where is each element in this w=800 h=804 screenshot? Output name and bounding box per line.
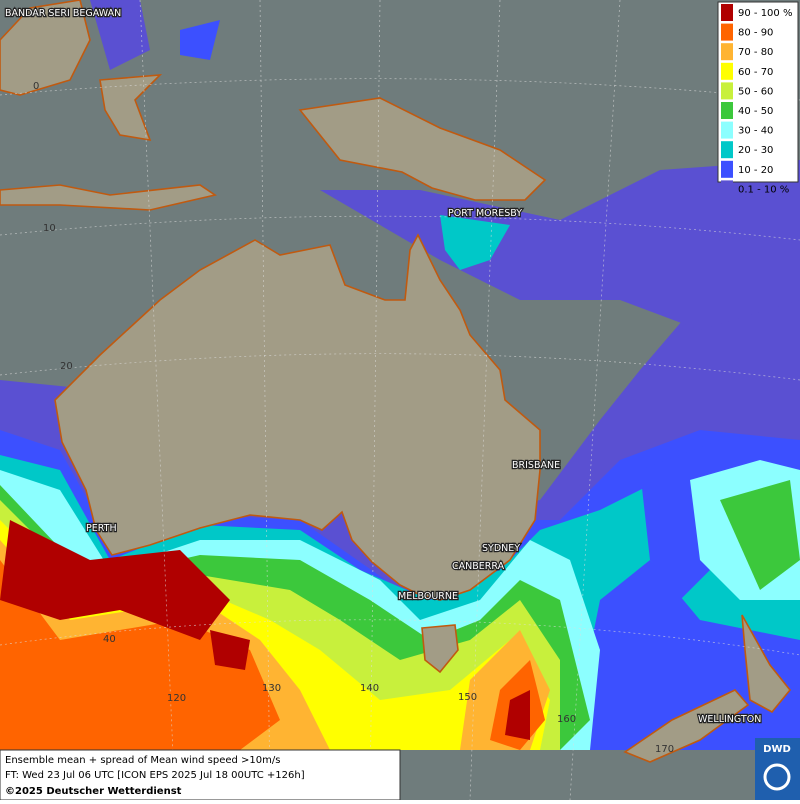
legend-swatch xyxy=(721,160,733,178)
legend-label: 90 - 100 % xyxy=(738,8,792,19)
legend-swatch xyxy=(721,82,733,100)
probability-area xyxy=(720,480,800,590)
grid-label: 170 xyxy=(655,744,674,755)
legend-swatch xyxy=(721,62,733,80)
probability-area xyxy=(90,0,150,70)
city-label: MELBOURNE xyxy=(398,591,458,602)
legend-swatch xyxy=(721,43,733,61)
legend-label: 40 - 50 xyxy=(738,106,773,117)
copyright: ©2025 Deutscher Wetterdienst xyxy=(5,786,182,797)
probability-area xyxy=(505,690,530,740)
legend-label: 70 - 80 xyxy=(738,47,773,58)
grid-label: 10 xyxy=(43,223,56,234)
legend-swatch xyxy=(721,23,733,41)
probability-area xyxy=(0,560,280,750)
city-label: WELLINGTON xyxy=(698,714,761,725)
logo: DWD xyxy=(755,738,800,800)
grid-label: 20 xyxy=(60,361,73,372)
caption-line: Ensemble mean + spread of Mean wind spee… xyxy=(5,755,280,766)
lesser-sunda xyxy=(0,184,217,211)
legend-label: 0.1 - 10 % xyxy=(738,184,789,195)
legend-swatch xyxy=(721,180,733,198)
probability-area xyxy=(180,20,220,60)
grid-label: 120 xyxy=(167,693,186,704)
grid-label: 150 xyxy=(458,692,477,703)
city-label: SYDNEY xyxy=(482,543,520,554)
city-labels: BANDAR SERI BEGAWAN PORT MORESBY BRISBAN… xyxy=(4,7,763,727)
probability-area xyxy=(320,160,800,330)
caption: Ensemble mean + spread of Mean wind spee… xyxy=(0,749,401,801)
city-label: BRISBANE xyxy=(512,460,560,471)
legend-label: 80 - 90 xyxy=(738,28,773,39)
landmasses xyxy=(0,0,792,763)
legend-label: 20 - 30 xyxy=(738,145,773,156)
grid-label: 0 xyxy=(33,81,39,92)
nz-south xyxy=(623,689,750,763)
city-label: CANBERRA xyxy=(452,561,505,572)
legend-swatch xyxy=(721,102,733,119)
logo-icon xyxy=(763,763,791,791)
legend-swatch xyxy=(721,121,733,139)
legend-label: 10 - 20 xyxy=(738,165,773,176)
legend-swatch xyxy=(721,141,733,159)
legend: 90 - 100 % 80 - 90 70 - 80 60 - 70 50 - 60 40… xyxy=(717,1,799,198)
grid-label: 140 xyxy=(360,683,379,694)
new-guinea xyxy=(298,97,547,201)
borneo xyxy=(0,0,91,96)
probability-area xyxy=(0,520,230,640)
city-label: BANDAR SERI BEGAWAN xyxy=(5,8,121,19)
legend-swatch xyxy=(721,4,733,21)
sulawesi xyxy=(99,74,163,142)
legend-label: 60 - 70 xyxy=(738,67,773,78)
city-label: PORT MORESBY xyxy=(448,208,522,219)
grid-label: 160 xyxy=(557,714,576,725)
caption-line: FT: Wed 23 Jul 06 UTC [ICON EPS 2025 Jul… xyxy=(5,770,305,781)
australia xyxy=(54,233,541,601)
legend-label: 30 - 40 xyxy=(738,126,773,137)
nz-north xyxy=(741,614,792,714)
city-label: PERTH xyxy=(86,523,117,534)
probability-area xyxy=(440,215,510,270)
grid-label: 40 xyxy=(103,634,116,645)
tasmania xyxy=(421,624,459,674)
probability-area xyxy=(210,630,250,670)
legend-label: 50 - 60 xyxy=(738,86,773,97)
logo-text: DWD xyxy=(763,744,791,755)
grid-label: 130 xyxy=(262,683,281,694)
grid-labels: 0 10 20 40 120 130 140 150 160 170 xyxy=(33,81,674,755)
